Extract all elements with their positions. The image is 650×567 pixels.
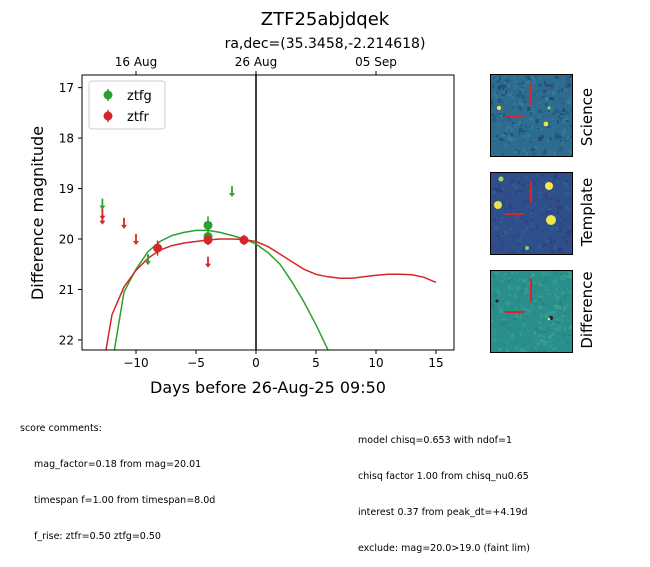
legend-label: ztfg	[127, 89, 152, 104]
ztfr-data-point	[153, 240, 163, 256]
model-comments: model chisq=0.653 with ndof=1 chisq fact…	[358, 411, 530, 567]
score-comments: score comments: mag_factor=0.18 from mag…	[20, 399, 215, 555]
ztfr-upper-limit-marker	[205, 256, 211, 268]
science-label: Science	[578, 87, 596, 147]
template-label: Template	[578, 177, 596, 247]
difference-image	[491, 271, 572, 352]
ztfr-upper-limit-marker	[121, 217, 127, 229]
science-stamp	[490, 74, 573, 157]
template-image	[491, 173, 572, 254]
legend-item-ztfg: ztfg	[103, 89, 152, 104]
legend-label: ztfr	[127, 110, 149, 125]
ztfr-data-point	[239, 234, 249, 246]
model-comment-line: model chisq=0.653 with ndof=1	[358, 435, 513, 446]
science-image	[491, 75, 572, 156]
chart-subtitle: ra,dec=(35.3458,-2.214618)	[225, 36, 426, 52]
y-tick-label: 17	[59, 81, 74, 95]
ztfg-upper-limit-marker	[145, 254, 151, 266]
ztfr-legend-marker	[103, 111, 113, 121]
x-axis-label: Days before 26-Aug-25 09:50	[150, 378, 386, 397]
score-comment-line: timespan f=1.00 from timespan=8.0d	[34, 495, 216, 506]
plot-frame	[81, 74, 455, 351]
score-comment-line: mag_factor=0.18 from mag=20.01	[34, 459, 202, 470]
y-tick-label: 22	[59, 333, 74, 347]
ztfg-model-curve	[113, 229, 329, 350]
y-tick-label: 20	[59, 232, 74, 246]
x-tick-label: −10	[123, 356, 148, 370]
top-axis-tick-label: 05 Sep	[355, 55, 397, 69]
ztfr-upper-limit-marker	[99, 213, 106, 225]
chart-title: ZTF25abjdqek	[261, 9, 390, 30]
ztfg-upper-limit-marker	[99, 198, 106, 210]
legend: ztfg ztfr	[88, 80, 166, 130]
model-comment-line: interest 0.37 from peak_dt=+4.19d	[358, 507, 528, 518]
y-tick-label: 21	[59, 283, 74, 297]
x-tick-label: 5	[312, 356, 320, 370]
model-comment-line: exclude: mag=20.0>19.0 (faint lim)	[358, 543, 530, 554]
ztfr-data-point	[203, 234, 213, 246]
ztfg-upper-limit-marker	[229, 186, 235, 198]
legend-item-ztfr: ztfr	[103, 110, 149, 125]
template-stamp	[490, 172, 573, 255]
x-tick-label: 15	[428, 356, 443, 370]
score-comment-line: f_rise: ztfr=0.50 ztfg=0.50	[34, 531, 161, 542]
x-tick-label: 10	[368, 356, 383, 370]
x-tick-label: −5	[187, 356, 205, 370]
plot-area	[99, 75, 437, 350]
ztfr-model-curve	[105, 238, 437, 350]
y-axis-label: Difference magnitude	[28, 126, 47, 300]
y-tick-label: 18	[59, 132, 74, 146]
difference-stamp	[490, 270, 573, 353]
y-tick-label: 19	[59, 182, 74, 196]
top-axis-tick-label: 26 Aug	[235, 55, 278, 69]
ztfr-upper-limit-marker	[133, 233, 139, 245]
lightcurve-chart: ZTF25abjdqek ra,dec=(35.3458,-2.214618) …	[28, 9, 455, 397]
x-tick-label: 0	[252, 356, 260, 370]
top-axis-tick-label: 16 Aug	[115, 55, 158, 69]
model-comment-line: chisq factor 1.00 from chisq_nu0.65	[358, 471, 529, 482]
ztfg-legend-marker	[103, 90, 113, 100]
difference-label: Difference	[578, 271, 596, 349]
score-comments-heading: score comments:	[20, 423, 102, 434]
